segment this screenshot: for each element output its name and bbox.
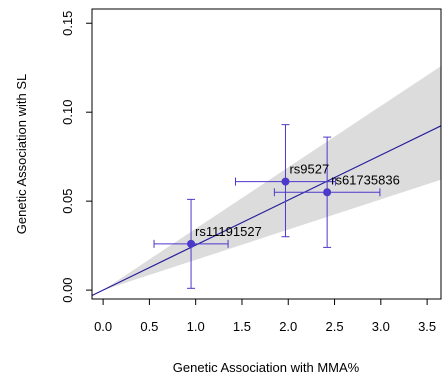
data-point [187,239,196,248]
y-tick-label: 0.10 [60,100,75,125]
confidence-band [103,66,441,291]
x-tick-label: 0.5 [140,319,158,334]
y-axis-title: Genetic Association with SL [14,74,29,234]
plot-frame [91,8,442,300]
data-point [323,188,332,197]
x-tick-label: 0.0 [94,319,112,334]
x-tick-label: 1.5 [233,319,251,334]
x-tick-label: 3.0 [372,319,390,334]
x-axis-title: Genetic Association with MMA% [173,360,360,375]
data-point [281,177,290,186]
y-tick-label: 0.05 [60,188,75,213]
point-label: rs11191527 [195,224,262,239]
point-label: rs61735836 [331,172,400,187]
x-tick-label: 2.5 [326,319,344,334]
x-tick-label: 3.5 [418,319,436,334]
y-tick-label: 0.00 [60,277,75,302]
x-tick-label: 1.0 [187,319,205,334]
x-tick-label: 2.0 [279,319,297,334]
point-label: rs9527 [289,162,329,177]
fit-line [92,125,441,297]
y-tick-label: 0.15 [60,11,75,36]
